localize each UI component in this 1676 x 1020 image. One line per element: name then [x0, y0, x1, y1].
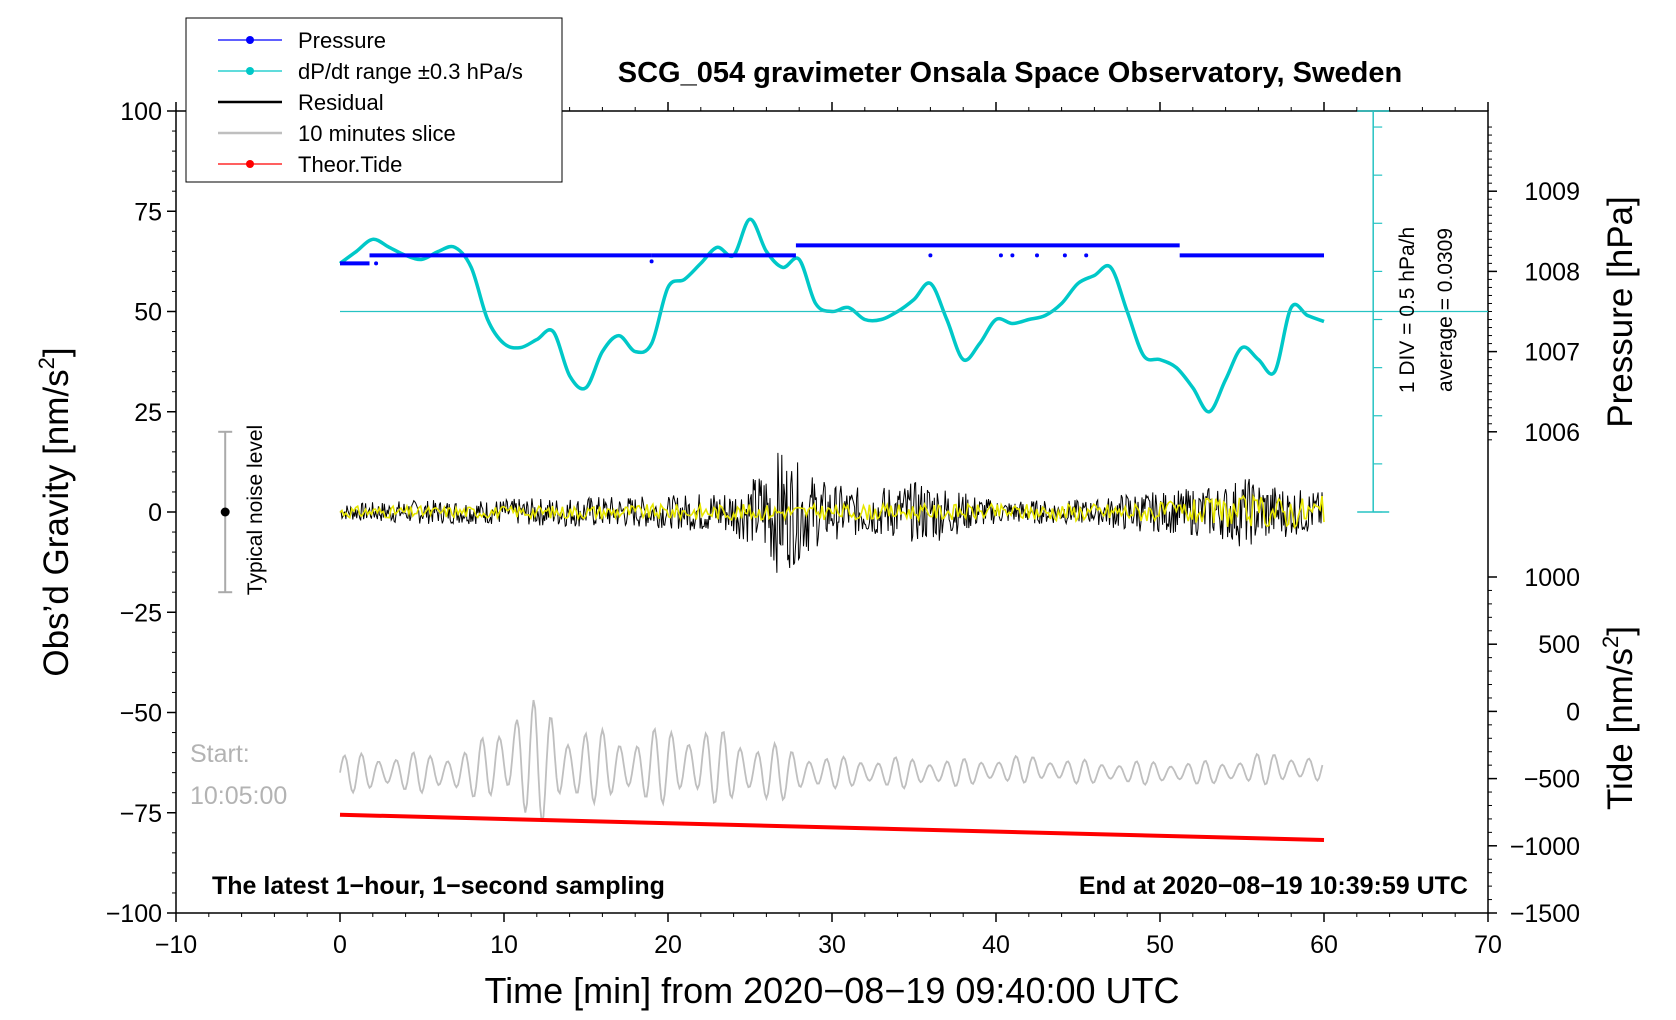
y-tick-label: 0	[148, 499, 162, 527]
start-label: Start:	[190, 740, 250, 768]
legend-marker	[246, 36, 254, 44]
sampling-note: The latest 1−hour, 1−second sampling	[212, 872, 665, 900]
pressure-axis: 1009 1008 1007 1006	[1488, 126, 1580, 447]
pressure-tick-label: 1006	[1524, 419, 1580, 447]
tide-tick-label: −1000	[1510, 833, 1580, 861]
x-axis-label: Time [min] from 2020−08−19 09:40:00 UTC	[484, 970, 1179, 1011]
x-tick-label: 60	[1310, 931, 1338, 959]
legend-label: Pressure	[298, 28, 386, 53]
x-tick-label: 30	[818, 931, 846, 959]
y-tick-label: −100	[106, 900, 162, 928]
y-axis-label: Obs’d Gravity [nm/s2]	[34, 347, 76, 676]
dpdt-average-label: average = 0.0309	[1434, 228, 1457, 392]
x-tick-label: 20	[654, 931, 682, 959]
y-tick-label: −25	[120, 599, 162, 627]
y-tick-label: 50	[134, 299, 162, 327]
dpdt-div-label: 1 DIV = 0.5 hPa/h	[1396, 227, 1419, 393]
y-tick-label: −75	[120, 800, 162, 828]
pressure-point	[1035, 253, 1039, 258]
legend-label: Theor.Tide	[298, 152, 402, 177]
pressure-point	[928, 253, 933, 258]
x-axis-ticks: −10 0 10 20 30 40 50 60 70	[155, 102, 1502, 959]
pressure-point	[374, 261, 379, 266]
pressure-axis-label: Pressure [hPa]	[1601, 196, 1640, 428]
x-tick-label: 50	[1146, 931, 1174, 959]
data-series	[338, 217, 1325, 843]
legend-label: 10 minutes slice	[298, 121, 456, 146]
x-tick-label: 70	[1474, 931, 1502, 959]
y-axis-ticks: 100 75 50 25 0 −25 −50 −75 −100	[106, 98, 176, 928]
pressure-point	[649, 259, 654, 264]
pressure-tick-label: 1008	[1524, 258, 1580, 286]
y-tick-label: −50	[120, 700, 162, 728]
tide-line	[339, 812, 1325, 843]
slice-line	[339, 699, 1324, 823]
x-tick-label: −10	[155, 931, 197, 959]
pressure-point	[1084, 253, 1089, 258]
x-tick-label: 0	[333, 931, 347, 959]
y-tick-label: 25	[134, 399, 162, 427]
pressure-point	[1062, 253, 1067, 258]
y-tick-label: 75	[134, 198, 162, 226]
dpdt-scale	[340, 110, 1488, 513]
pressure-tick-label: 1009	[1524, 178, 1580, 206]
legend: Pressure dP/dt range ±0.3 hPa/s Residual 10…	[185, 17, 563, 183]
noise-level-bar	[218, 430, 233, 594]
yellow-overlay-line	[339, 493, 1325, 530]
pressure-tick-label: 1007	[1524, 339, 1580, 367]
legend-box	[185, 17, 563, 183]
legend-marker	[246, 160, 254, 168]
start-time-label: 10:05:00	[190, 782, 287, 810]
tide-tick-label: 1000	[1524, 564, 1580, 592]
legend-label: Residual	[298, 90, 384, 115]
pressure-point	[1010, 253, 1015, 258]
tide-tick-label: −500	[1524, 766, 1580, 794]
end-time-note: End at 2020−08−19 10:39:59 UTC	[1079, 872, 1468, 900]
legend-label: dP/dt range ±0.3 hPa/s	[298, 59, 523, 84]
tide-axis-label: Tide [nm/s2]	[1598, 626, 1640, 810]
tide-tick-label: −1500	[1510, 900, 1580, 928]
residual-line	[339, 452, 1324, 573]
x-tick-label: 10	[490, 931, 518, 959]
legend-marker	[246, 67, 254, 75]
noise-bar-center	[220, 507, 230, 517]
noise-level-label: Typical noise level	[244, 425, 267, 595]
y-tick-label: 100	[120, 98, 162, 126]
x-tick-label: 40	[982, 931, 1010, 959]
chart-title: SCG_054 gravimeter Onsala Space Observat…	[618, 57, 1402, 89]
tide-tick-label: 0	[1566, 698, 1580, 726]
pressure-point	[998, 253, 1003, 258]
tide-tick-label: 500	[1538, 631, 1580, 659]
tide-axis: 1000 500 0 −500 −1000 −1500	[1488, 564, 1580, 928]
